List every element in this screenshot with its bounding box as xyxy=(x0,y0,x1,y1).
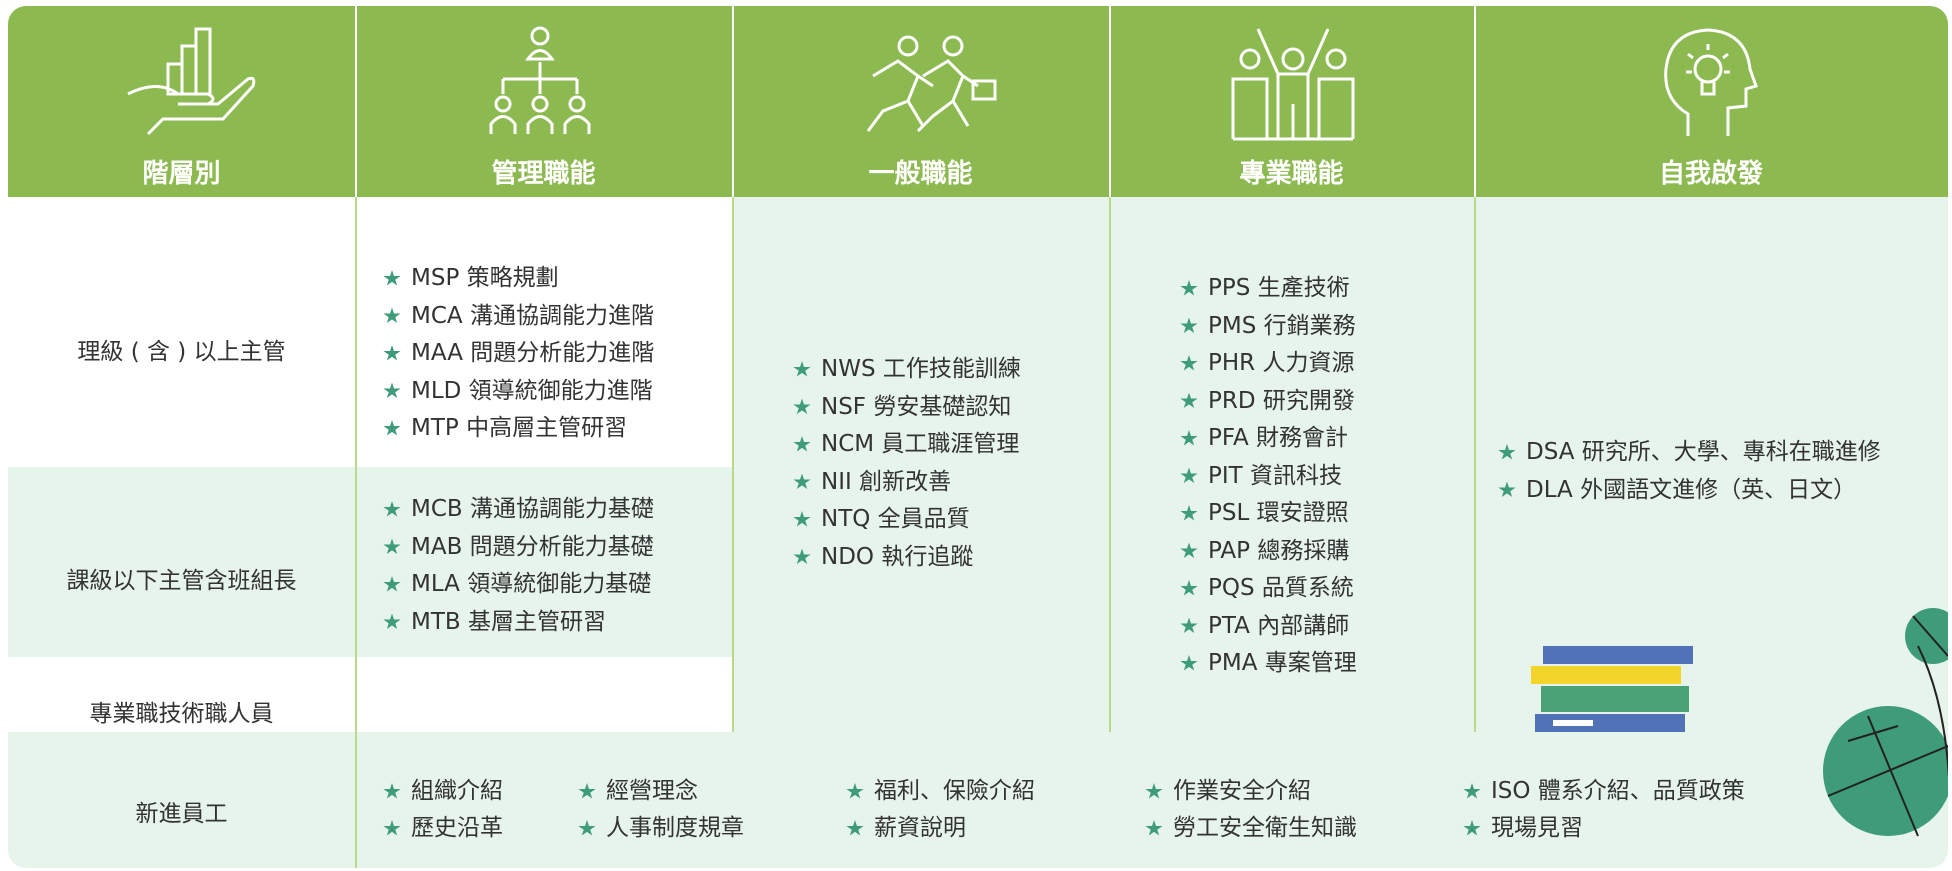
course-item: PSL 環安證照 xyxy=(1180,495,1349,532)
course-item: MCB 溝通協調能力基礎 xyxy=(383,491,654,528)
level-label: 課級以下主管含班組長 xyxy=(66,568,297,594)
divider xyxy=(1474,197,1476,732)
level-label: 新進員工 xyxy=(135,801,228,827)
course-item: MLD 領導統御能力進階 xyxy=(383,373,653,410)
newcomer-item: 經營理念 xyxy=(578,773,698,810)
icon-hand-chart xyxy=(127,27,256,136)
header-row xyxy=(8,6,1948,197)
icon-runners xyxy=(866,35,997,133)
newcomer-item: 薪資說明 xyxy=(846,810,966,847)
column-header: 階層別 xyxy=(142,159,221,189)
course-item: NDO 執行追蹤 xyxy=(793,539,973,576)
newcomer-item: 福利、保險介紹 xyxy=(846,773,1035,810)
course-item: NTQ 全員品質 xyxy=(793,501,970,538)
divider xyxy=(355,197,357,868)
column-header: 管理職能 xyxy=(491,159,596,189)
course-item: PQS 品質系統 xyxy=(1180,570,1354,607)
leaf-decoration xyxy=(1823,608,1948,868)
icon-idea xyxy=(1664,28,1758,136)
level-label: 理級 ( 含 ) 以上主管 xyxy=(77,339,286,365)
course-item: PMA 專案管理 xyxy=(1180,645,1357,682)
column-header: 專業職能 xyxy=(1239,159,1344,189)
course-item: PHR 人力資源 xyxy=(1180,345,1354,382)
column-header: 自我啟發 xyxy=(1658,159,1763,189)
newcomer-item: 勞工安全衛生知識 xyxy=(1145,810,1357,847)
course-item: NWS 工作技能訓練 xyxy=(793,351,1021,388)
course-item: NII 創新改善 xyxy=(793,464,951,501)
course-item: PIT 資訊科技 xyxy=(1180,458,1342,495)
course-item: MAA 問題分析能力進階 xyxy=(383,335,654,372)
level-label: 專業職技術職人員 xyxy=(89,701,274,727)
course-item: MSP 策略規劃 xyxy=(383,260,559,297)
course-item: PRD 研究開發 xyxy=(1180,383,1355,420)
newcomer-item: 人事制度規章 xyxy=(578,810,744,847)
newcomer-item: 現場見習 xyxy=(1463,810,1583,847)
column-header: 一般職能 xyxy=(868,159,973,189)
course-item: DSA 研究所、大學、專科在職進修 xyxy=(1498,434,1881,471)
course-item: NCM 員工職涯管理 xyxy=(793,426,1019,463)
newcomer-item: 作業安全介紹 xyxy=(1145,773,1311,810)
course-item: DLA 外國語文進修（英、日文） xyxy=(1498,472,1856,509)
course-item: MAB 問題分析能力基礎 xyxy=(383,529,654,566)
course-item: MLA 領導統御能力基礎 xyxy=(383,566,651,603)
course-item: PPS 生產技術 xyxy=(1180,270,1350,307)
course-item: NSF 勞安基礎認知 xyxy=(793,389,1011,426)
course-item: MTP 中高層主管研習 xyxy=(383,410,627,447)
icon-organization xyxy=(489,26,591,134)
course-item: PTA 內部講師 xyxy=(1180,608,1349,645)
course-item: PAP 總務採購 xyxy=(1180,533,1349,570)
course-item: MCA 溝通協調能力進階 xyxy=(383,298,654,335)
divider xyxy=(732,197,734,732)
course-item: PFA 財務會計 xyxy=(1180,420,1348,457)
newcomer-item: ISO 體系介紹、品質政策 xyxy=(1463,773,1745,810)
books-decoration xyxy=(1531,646,1693,732)
icon-team xyxy=(1231,28,1355,141)
newcomer-item: 組織介紹 xyxy=(383,773,503,810)
course-table: 階層別 管理職能 一般職能 專業職能 自我啟發理級 ( 含 ) 以上主管 課級以下主管含班… xyxy=(8,6,1948,868)
course-item: MTB 基層主管研習 xyxy=(383,604,606,641)
divider xyxy=(1109,197,1111,732)
newcomer-item: 歷史沿革 xyxy=(383,810,503,847)
course-item: PMS 行銷業務 xyxy=(1180,308,1356,345)
